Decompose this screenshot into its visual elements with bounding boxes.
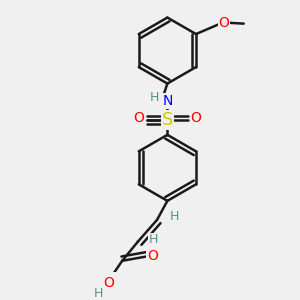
Text: S: S <box>162 111 173 129</box>
Text: H: H <box>150 91 159 104</box>
Text: O: O <box>218 16 229 30</box>
Text: O: O <box>190 111 202 125</box>
Text: H: H <box>149 233 158 246</box>
Text: O: O <box>147 249 158 262</box>
Text: N: N <box>162 94 172 108</box>
Text: H: H <box>169 210 179 223</box>
Text: O: O <box>133 111 144 125</box>
Text: O: O <box>103 275 114 290</box>
Text: H: H <box>94 287 104 300</box>
